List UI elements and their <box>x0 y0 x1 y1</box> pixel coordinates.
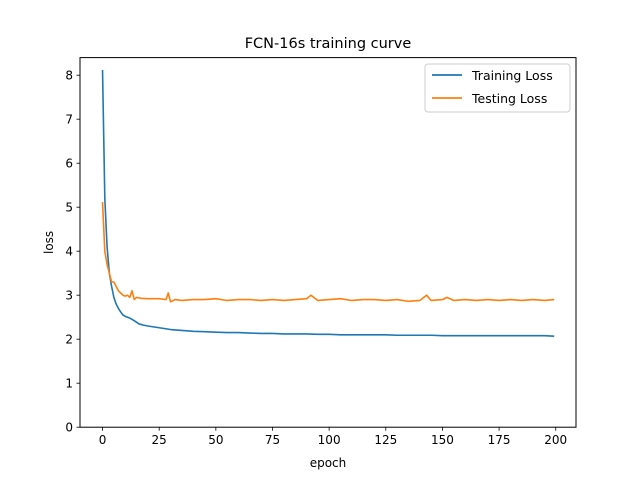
y-tick-label: 7 <box>65 113 73 127</box>
x-axis-label: epoch <box>310 456 347 470</box>
y-tick-label: 4 <box>65 245 73 259</box>
legend: Training Loss Testing Loss <box>424 63 571 113</box>
chart-title: FCN-16s training curve <box>245 36 412 52</box>
x-tick-label: 25 <box>152 433 167 447</box>
x-tick-label: 175 <box>488 433 511 447</box>
axes-frame <box>79 57 577 428</box>
legend-box <box>424 63 571 113</box>
y-axis-label: loss <box>42 231 56 254</box>
x-tick-label: 0 <box>99 433 107 447</box>
x-tick-label: 200 <box>544 433 567 447</box>
x-tick-label: 125 <box>374 433 397 447</box>
x-tick-label: 150 <box>431 433 454 447</box>
y-tick-label: 3 <box>65 289 73 303</box>
x-tick-label: 75 <box>265 433 280 447</box>
legend-label-training-loss: Training Loss <box>471 68 553 83</box>
x-tick-label: 50 <box>208 433 223 447</box>
series-layer <box>101 69 555 337</box>
y-tick-label: 1 <box>65 377 73 391</box>
plot-area <box>79 57 577 428</box>
y-axis: 0 1 2 3 4 5 6 7 8 <box>65 69 80 435</box>
y-tick-label: 5 <box>65 201 73 215</box>
legend-label-testing-loss: Testing Loss <box>471 91 547 106</box>
x-axis: 0 25 50 75 100 125 150 175 200 <box>99 427 567 447</box>
y-tick-label: 6 <box>65 157 73 171</box>
x-tick-label: 100 <box>318 433 341 447</box>
y-tick-label: 0 <box>65 421 73 435</box>
y-tick-label: 8 <box>65 69 73 83</box>
series-line-testing-loss <box>101 201 555 303</box>
y-tick-label: 2 <box>65 333 73 347</box>
series-line-training-loss <box>101 69 555 337</box>
